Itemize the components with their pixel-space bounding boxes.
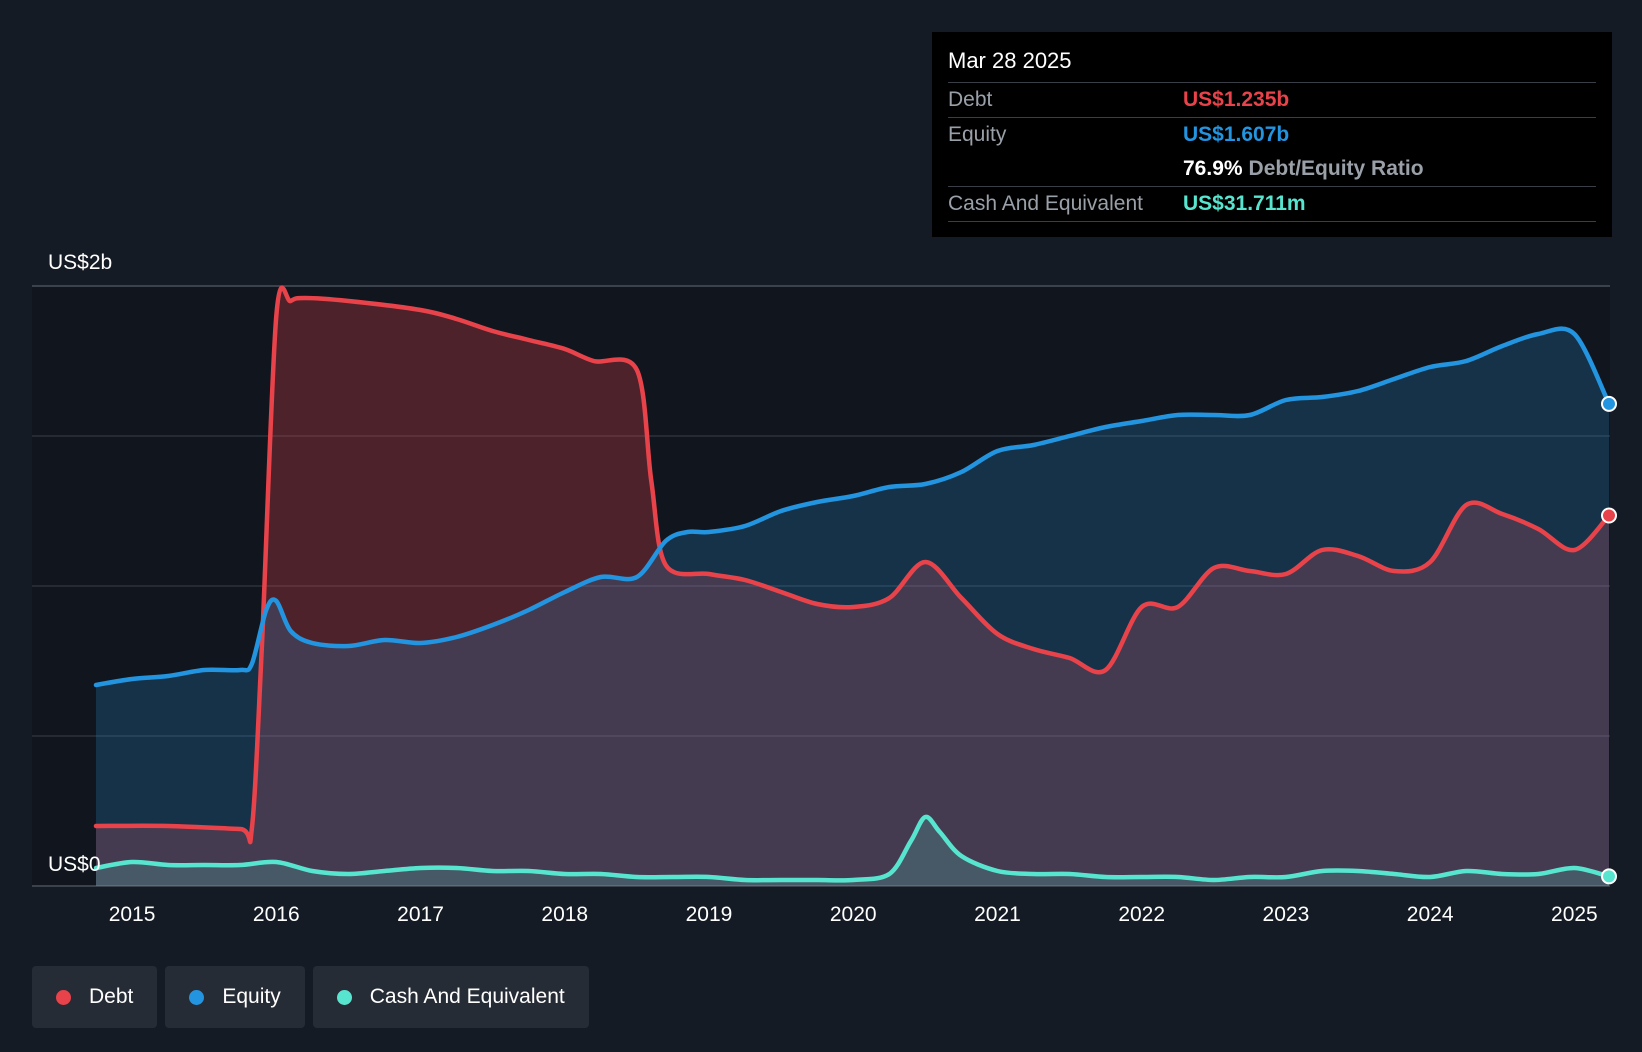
equity-dot-icon <box>189 989 205 1005</box>
cash-dot-icon <box>336 989 352 1005</box>
debt-dot-icon <box>56 989 71 1005</box>
tooltip-ratio-row: 76.9% Debt/Equity Ratio <box>948 152 1596 186</box>
x-tick-label: 2017 <box>397 903 444 926</box>
x-tick-label: 2015 <box>109 903 156 926</box>
tooltip-ratio-label: Debt/Equity Ratio <box>1248 157 1424 180</box>
legend-item-equity[interactable]: Equity <box>165 966 305 1028</box>
grid-lines <box>32 285 1610 887</box>
x-tick-label: 2020 <box>830 903 877 926</box>
cash-line <box>93 814 1612 883</box>
debt-end-marker[interactable] <box>1601 507 1617 524</box>
tooltip-debt-value: US$1.235b <box>1183 88 1290 111</box>
legend-equity-label: Equity <box>222 985 281 1008</box>
end-markers <box>1601 395 1617 885</box>
tooltip-date: Mar 28 2025 <box>948 48 1072 73</box>
tooltip-debt-label: Debt <box>948 88 993 111</box>
equity-end-marker[interactable] <box>1601 395 1617 412</box>
x-tick-label: 2022 <box>1118 903 1165 926</box>
equity-line <box>93 326 1612 688</box>
tooltip-ratio-value: 76.9% <box>1183 157 1243 180</box>
legend-cash-label: Cash And Equivalent <box>369 985 565 1008</box>
tooltip-equity-value: US$1.607b <box>1183 123 1290 146</box>
series-lines <box>93 285 1612 883</box>
x-tick-label: 2025 <box>1551 903 1598 926</box>
legend-item-debt[interactable]: Debt <box>32 966 158 1028</box>
x-tick-label: 2021 <box>974 903 1021 926</box>
tooltip-equity-row: Equity US$1.607b <box>948 117 1596 152</box>
x-tick-label: 2019 <box>686 903 733 926</box>
debt-line <box>93 285 1612 845</box>
legend-item-cash[interactable]: Cash And Equivalent <box>312 966 589 1028</box>
x-tick-label: 2023 <box>1263 903 1310 926</box>
x-tick-label: 2018 <box>541 903 588 926</box>
tooltip-panel: Mar 28 2025 Debt US$1.235b Equity US$1.6… <box>932 32 1612 237</box>
legend-debt-label: Debt <box>89 985 134 1008</box>
y-axis-top-label: US$2b <box>48 251 112 274</box>
debt-area <box>96 287 1609 886</box>
cash-area <box>96 816 1609 886</box>
tooltip-debt-row: Debt US$1.235b <box>948 82 1596 117</box>
tooltip-cash-value: US$31.711m <box>1183 192 1306 215</box>
chart-legend: Debt Equity Cash And Equivalent <box>32 966 589 1028</box>
cash-end-marker[interactable] <box>1601 868 1617 885</box>
x-axis-ticks: 2015 2016 2017 2018 2019 2020 2021 2022 2023 2024… <box>109 903 1598 926</box>
tooltip-cash-label: Cash And Equivalent <box>948 192 1143 215</box>
x-tick-label: 2016 <box>253 903 300 926</box>
x-tick-label: 2024 <box>1407 903 1454 926</box>
tooltip-cash-row: Cash And Equivalent US$31.711m <box>948 186 1596 222</box>
y-axis-bottom-label: US$0 <box>48 853 101 876</box>
tooltip-equity-label: Equity <box>948 123 1007 146</box>
